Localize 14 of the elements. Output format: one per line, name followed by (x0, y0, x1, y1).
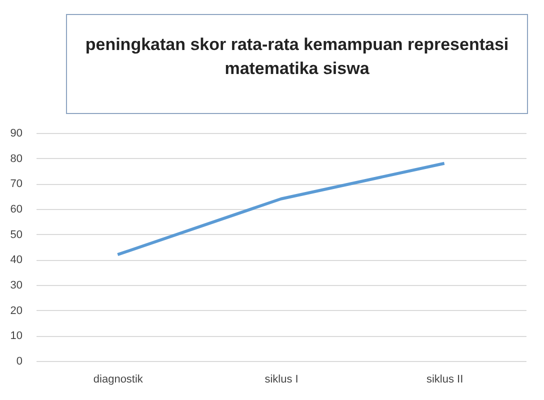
y-tick-label: 0 (16, 356, 22, 368)
y-tick-label: 90 (10, 128, 22, 140)
y-tick-label: 60 (10, 204, 22, 216)
y-tick-label: 10 (10, 330, 22, 342)
y-tick-label: 80 (10, 152, 22, 165)
chart-title: peningkatan skor rata-rata kemampuan representasi matematika siswa (66, 14, 528, 114)
y-tick-label: 30 (10, 280, 22, 292)
y-tick-label: 70 (10, 178, 22, 190)
y-tick-label: 50 (10, 228, 22, 241)
x-tick-label: diagnostik (93, 374, 144, 386)
x-tick-label: siklus II (426, 374, 464, 386)
y-tick-label: 20 (10, 304, 22, 317)
y-tick-label: 40 (10, 254, 22, 266)
x-tick-label: siklus I (264, 374, 298, 386)
